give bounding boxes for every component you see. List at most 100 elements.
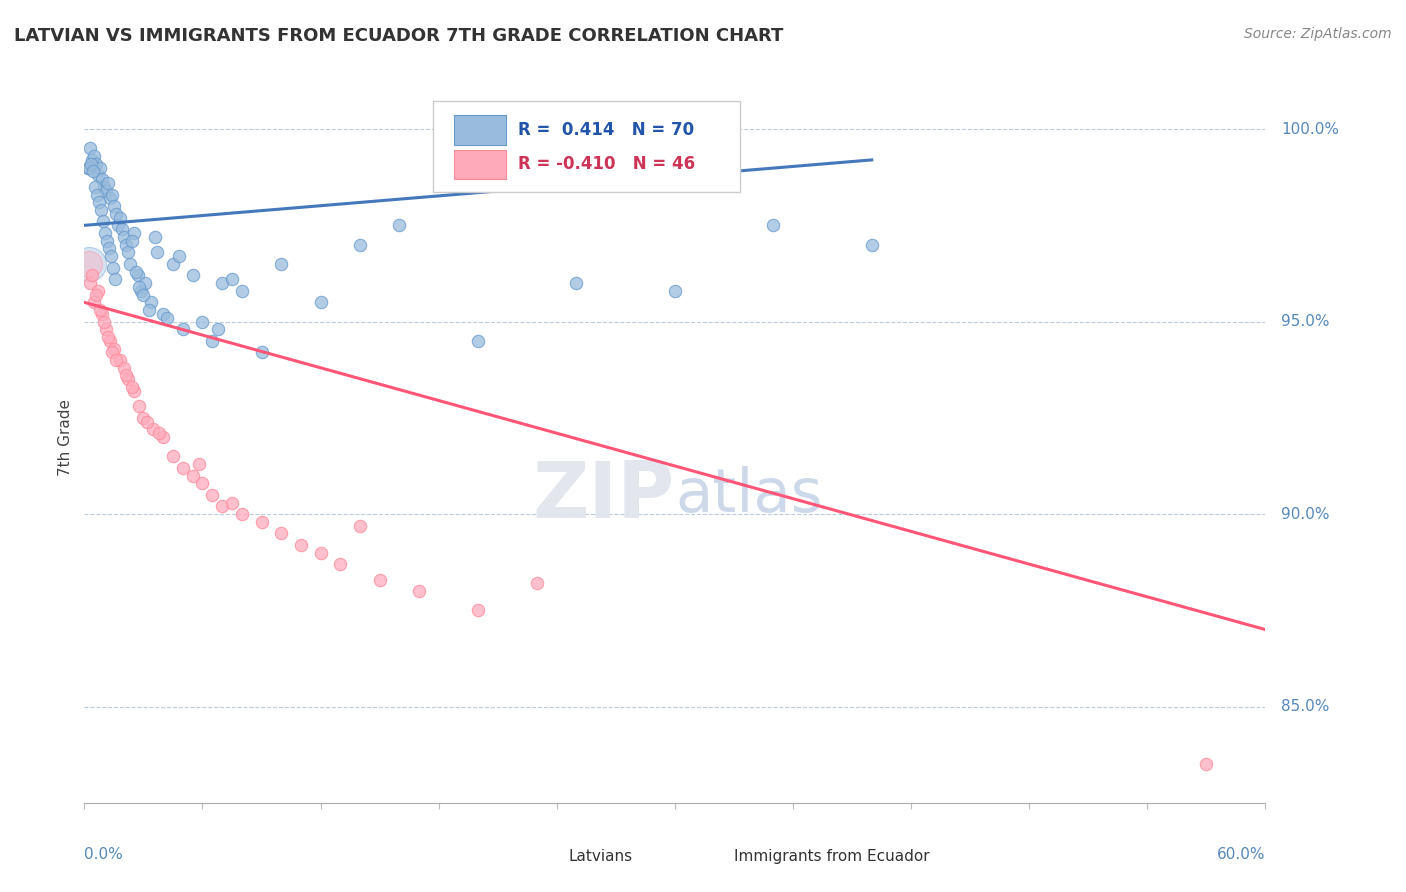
Point [143, 230, 166, 244]
Point [82, 153, 104, 167]
Point [79, 257, 101, 271]
Point [162, 450, 184, 464]
Point [108, 353, 131, 368]
Point [270, 257, 292, 271]
Point [349, 237, 371, 252]
Point [211, 276, 233, 290]
Text: 0.0%: 0.0% [84, 847, 124, 862]
Point [87, 195, 111, 210]
Point [1195, 757, 1218, 772]
Point [91, 307, 114, 321]
Point [89, 161, 111, 175]
Point [89, 303, 111, 318]
Point [467, 603, 489, 617]
Point [231, 507, 253, 521]
Point [128, 399, 150, 413]
Point [156, 310, 179, 325]
Point [84, 179, 107, 194]
Point [762, 219, 785, 233]
Point [467, 334, 489, 348]
FancyBboxPatch shape [531, 846, 561, 867]
Point [103, 342, 125, 356]
Point [152, 307, 174, 321]
Point [565, 276, 588, 290]
Point [98, 191, 121, 205]
Point [103, 199, 125, 213]
Point [146, 245, 169, 260]
Y-axis label: 7th Grade: 7th Grade [58, 399, 73, 475]
Text: R =  0.414   N = 70: R = 0.414 N = 70 [517, 121, 695, 139]
Point [134, 276, 156, 290]
Point [141, 295, 163, 310]
Point [94, 322, 117, 336]
Point [309, 295, 332, 310]
Point [77, 161, 100, 175]
Text: R = -0.410   N = 46: R = -0.410 N = 46 [517, 155, 695, 173]
Point [91, 172, 114, 186]
Point [104, 272, 127, 286]
Point [87, 169, 110, 183]
Text: Immigrants from Ecuador: Immigrants from Ecuador [734, 848, 929, 863]
Point [136, 415, 159, 429]
FancyBboxPatch shape [454, 150, 506, 179]
Point [98, 242, 120, 256]
Point [152, 430, 174, 444]
Point [101, 345, 124, 359]
Point [664, 284, 686, 298]
Text: Source: ZipAtlas.com: Source: ZipAtlas.com [1244, 27, 1392, 41]
Point [860, 237, 883, 252]
Point [112, 360, 135, 375]
Point [121, 234, 143, 248]
Point [114, 368, 136, 383]
Point [191, 476, 214, 491]
Point [270, 526, 292, 541]
Text: 90.0%: 90.0% [1281, 507, 1330, 522]
Point [117, 245, 139, 260]
Point [181, 468, 204, 483]
Point [112, 230, 135, 244]
Point [79, 141, 101, 155]
Point [122, 226, 145, 240]
Point [114, 237, 136, 252]
Point [82, 164, 104, 178]
Point [87, 284, 110, 298]
Point [79, 257, 101, 271]
Text: atlas: atlas [675, 467, 823, 525]
Point [250, 515, 273, 529]
Point [97, 330, 120, 344]
Point [526, 576, 548, 591]
Point [172, 322, 194, 336]
Point [207, 322, 229, 336]
Point [250, 345, 273, 359]
Point [94, 226, 117, 240]
Point [117, 372, 139, 386]
Point [101, 187, 124, 202]
Point [83, 149, 105, 163]
Point [172, 461, 194, 475]
FancyBboxPatch shape [454, 115, 506, 145]
Point [408, 584, 430, 599]
Point [142, 422, 165, 436]
Point [90, 202, 112, 217]
Point [132, 287, 155, 301]
Point [121, 380, 143, 394]
Point [80, 157, 103, 171]
Point [148, 426, 170, 441]
Point [181, 268, 204, 283]
FancyBboxPatch shape [433, 101, 740, 192]
Point [104, 207, 127, 221]
Point [108, 211, 131, 225]
Text: Latvians: Latvians [568, 848, 633, 863]
Point [162, 257, 184, 271]
Point [309, 545, 332, 559]
Point [93, 179, 115, 194]
Point [79, 161, 101, 175]
Point [84, 157, 107, 171]
Point [128, 280, 150, 294]
Point [124, 264, 146, 278]
Point [104, 353, 127, 368]
Point [138, 303, 160, 318]
Point [329, 557, 352, 571]
Point [86, 187, 108, 202]
Text: 95.0%: 95.0% [1281, 314, 1330, 329]
